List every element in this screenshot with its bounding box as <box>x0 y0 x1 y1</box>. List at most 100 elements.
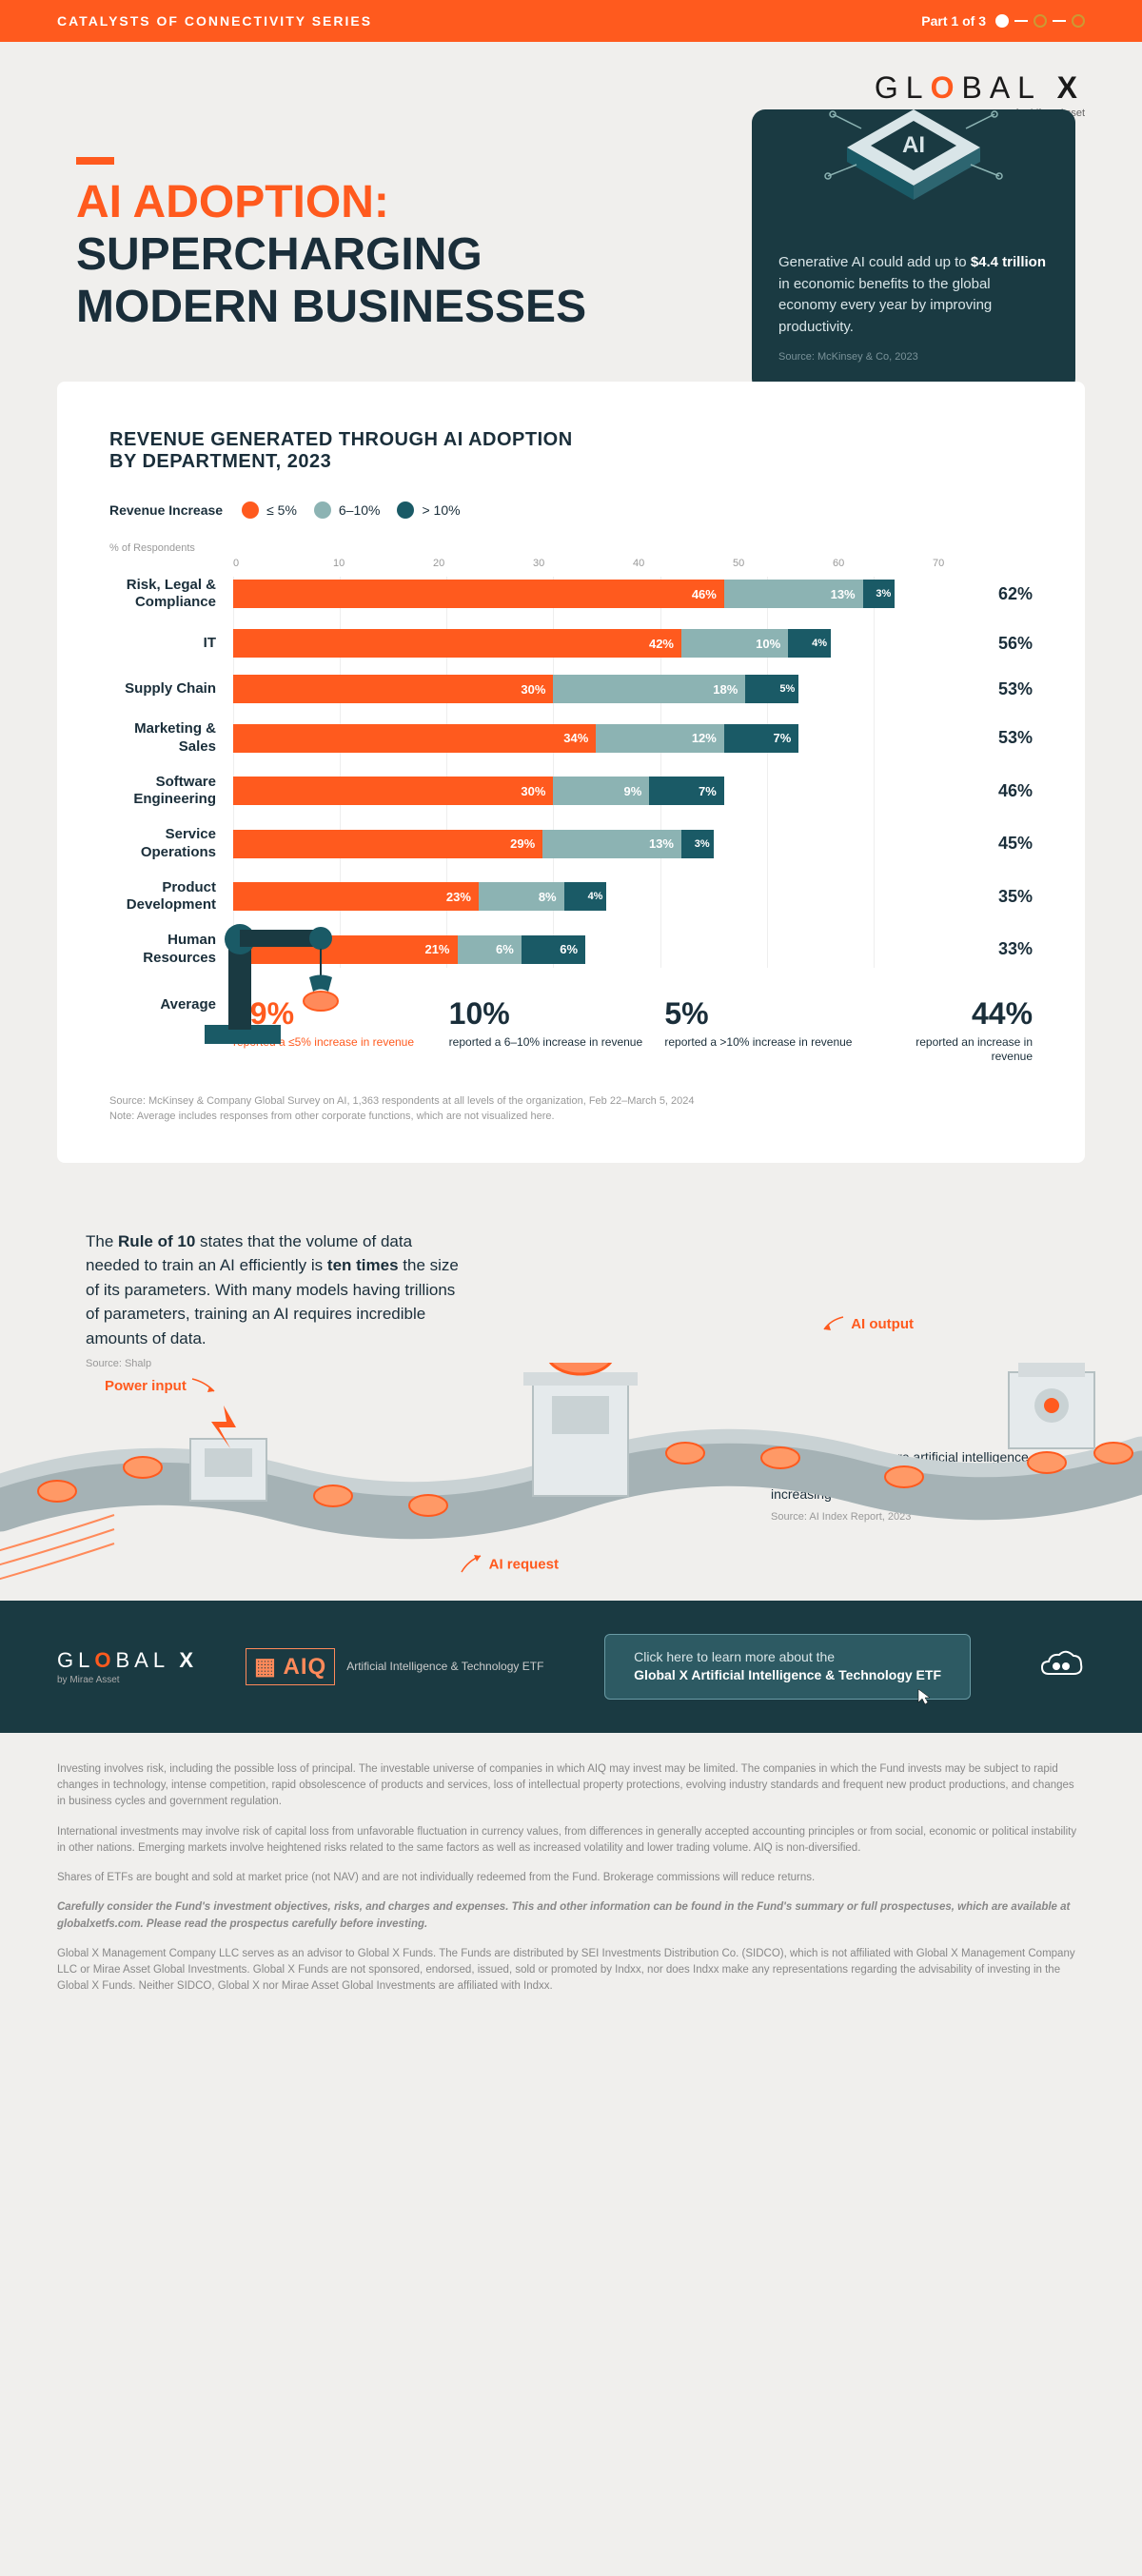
dot-1 <box>995 14 1009 28</box>
chart-sources: Source: McKinsey & Company Global Survey… <box>109 1093 1033 1125</box>
bar-row: Software Engineering30%9%7%46% <box>109 774 980 810</box>
axis-label: % of Respondents <box>109 542 1033 554</box>
bar-segment: 6% <box>458 935 522 964</box>
svg-text:AI: AI <box>902 132 925 158</box>
bar-segment: 9% <box>553 777 649 805</box>
bar-track: 34%12%7%53% <box>233 724 980 753</box>
legend-item: > 10% <box>397 501 460 519</box>
averages-row: Average 29%reported a ≤5% increase in re… <box>109 996 1033 1065</box>
chart-card: REVENUE GENERATED THROUGH AI ADOPTION BY… <box>57 382 1085 1163</box>
series-label: CATALYSTS OF CONNECTIVITY SERIES <box>57 13 372 29</box>
cursor-icon <box>916 1687 932 1706</box>
bar-row: Human Resources21%6%6%33% <box>109 932 980 968</box>
bar-label: Service Operations <box>109 826 233 862</box>
bar-track: 29%13%3%45% <box>233 830 980 858</box>
bar-segment: 4% <box>788 629 831 658</box>
legend-item: ≤ 5% <box>242 501 297 519</box>
bar-segment: 34% <box>233 724 596 753</box>
bar-segment: 10% <box>681 629 788 658</box>
bar-segment: 7% <box>724 724 799 753</box>
bar-track: 42%10%4%56% <box>233 629 980 658</box>
bar-label: Product Development <box>109 879 233 915</box>
bar-track: 30%9%7%46% <box>233 777 980 805</box>
bar-label: Risk, Legal & Compliance <box>109 577 233 613</box>
bar-total: 53% <box>998 728 1033 748</box>
top-bar-right: Part 1 of 3 <box>921 13 1085 29</box>
bar-segment: 7% <box>649 777 724 805</box>
bar-segment: 5% <box>745 675 798 703</box>
rule10-text: The Rule of 10 states that the volume of… <box>86 1229 466 1351</box>
bar-segment: 12% <box>596 724 724 753</box>
average-cell: 29%reported a ≤5% increase in revenue <box>233 996 449 1065</box>
callout-source: Source: McKinsey & Co, 2023 <box>778 349 1049 365</box>
bar-segment: 8% <box>479 882 564 911</box>
aiq-icon: ▦ AIQ <box>246 1648 335 1685</box>
average-cell: 10%reported a 6–10% increase in revenue <box>449 996 665 1065</box>
bar-row: Product Development23%8%4%35% <box>109 879 980 915</box>
annot-output: AI output <box>819 1315 914 1334</box>
dot-2 <box>1034 14 1047 28</box>
bar-segment: 30% <box>233 675 553 703</box>
annot-request: AI request <box>457 1553 559 1577</box>
average-cell: 5%reported a >10% increase in revenue <box>664 996 880 1065</box>
bar-total: 62% <box>998 584 1033 604</box>
accent-bar <box>76 157 114 165</box>
bar-row: Supply Chain30%18%5%53% <box>109 675 980 703</box>
part-label: Part 1 of 3 <box>921 13 986 29</box>
annot-power: Power input <box>105 1377 219 1396</box>
footer-bar: GLOBAL X by Mirae Asset ▦ AIQ Artificial… <box>0 1601 1142 1733</box>
chart-title: REVENUE GENERATED THROUGH AI ADOPTION BY… <box>109 429 585 473</box>
bar-segment: 18% <box>553 675 745 703</box>
cloud-icon <box>1037 1650 1085 1683</box>
bar-segment: 13% <box>542 830 681 858</box>
datacenter-caption: Data centers are where artificial intell… <box>771 1448 1047 1524</box>
bar-segment: 46% <box>233 580 724 608</box>
bar-segment: 42% <box>233 629 681 658</box>
bar-total: 56% <box>998 634 1033 654</box>
bar-label: Supply Chain <box>109 680 233 698</box>
legend-item: 6–10% <box>314 501 381 519</box>
rule10-source: Source: Shalp <box>86 1358 1056 1369</box>
bar-row: Marketing & Sales34%12%7%53% <box>109 720 980 757</box>
bar-segment: 3% <box>681 830 714 858</box>
cta-button[interactable]: Click here to learn more about the Globa… <box>604 1634 971 1700</box>
bar-segment: 13% <box>724 580 863 608</box>
rule10-section: The Rule of 10 states that the volume of… <box>57 1191 1085 1601</box>
bar-segment: 21% <box>233 935 458 964</box>
bar-total: 35% <box>998 887 1033 907</box>
bar-label: IT <box>109 635 233 653</box>
callout-card: AI Generative AI could add up to $4.4 tr… <box>752 109 1075 392</box>
bar-track: 46%13%3%62% <box>233 580 980 608</box>
bar-total: 33% <box>998 939 1033 959</box>
bar-segment: 29% <box>233 830 542 858</box>
bar-total: 53% <box>998 679 1033 699</box>
bar-label: Human Resources <box>109 932 233 968</box>
bar-total: 45% <box>998 834 1033 854</box>
bar-row: IT42%10%4%56% <box>109 629 980 658</box>
dot-3 <box>1072 14 1085 28</box>
bar-segment: 6% <box>522 935 585 964</box>
ai-chip-icon: AI <box>818 71 1009 233</box>
top-bar: CATALYSTS OF CONNECTIVITY SERIES Part 1 … <box>0 0 1142 42</box>
axis-ticks: 010203040506070 <box>109 558 1033 569</box>
bar-track: 23%8%4%35% <box>233 882 980 911</box>
bar-segment: 30% <box>233 777 553 805</box>
footer-logo: GLOBAL X by Mirae Asset <box>57 1648 198 1685</box>
bar-segment: 23% <box>233 882 479 911</box>
average-cell: 44%reported an increase in revenue <box>880 996 1033 1065</box>
bar-label: Software Engineering <box>109 774 233 810</box>
bar-label: Marketing & Sales <box>109 720 233 757</box>
bar-track: 21%6%6%33% <box>233 935 980 964</box>
bar-row: Risk, Legal & Compliance46%13%3%62% <box>109 577 980 613</box>
legend: Revenue Increase ≤ 5%6–10%> 10% <box>109 501 1033 519</box>
disclaimer: Investing involves risk, including the p… <box>0 1733 1142 2056</box>
bar-row: Service Operations29%13%3%45% <box>109 826 980 862</box>
progress-dots <box>995 14 1085 28</box>
bar-segment: 3% <box>863 580 896 608</box>
aiq-badge: ▦ AIQ Artificial Intelligence & Technolo… <box>246 1648 543 1685</box>
bar-track: 30%18%5%53% <box>233 675 980 703</box>
title-block: AI ADOPTION: SUPERCHARGING MODERN BUSINE… <box>0 128 1142 353</box>
bar-total: 46% <box>998 781 1033 801</box>
bars-container: Risk, Legal & Compliance46%13%3%62%IT42%… <box>109 577 1033 968</box>
bar-segment: 4% <box>564 882 607 911</box>
